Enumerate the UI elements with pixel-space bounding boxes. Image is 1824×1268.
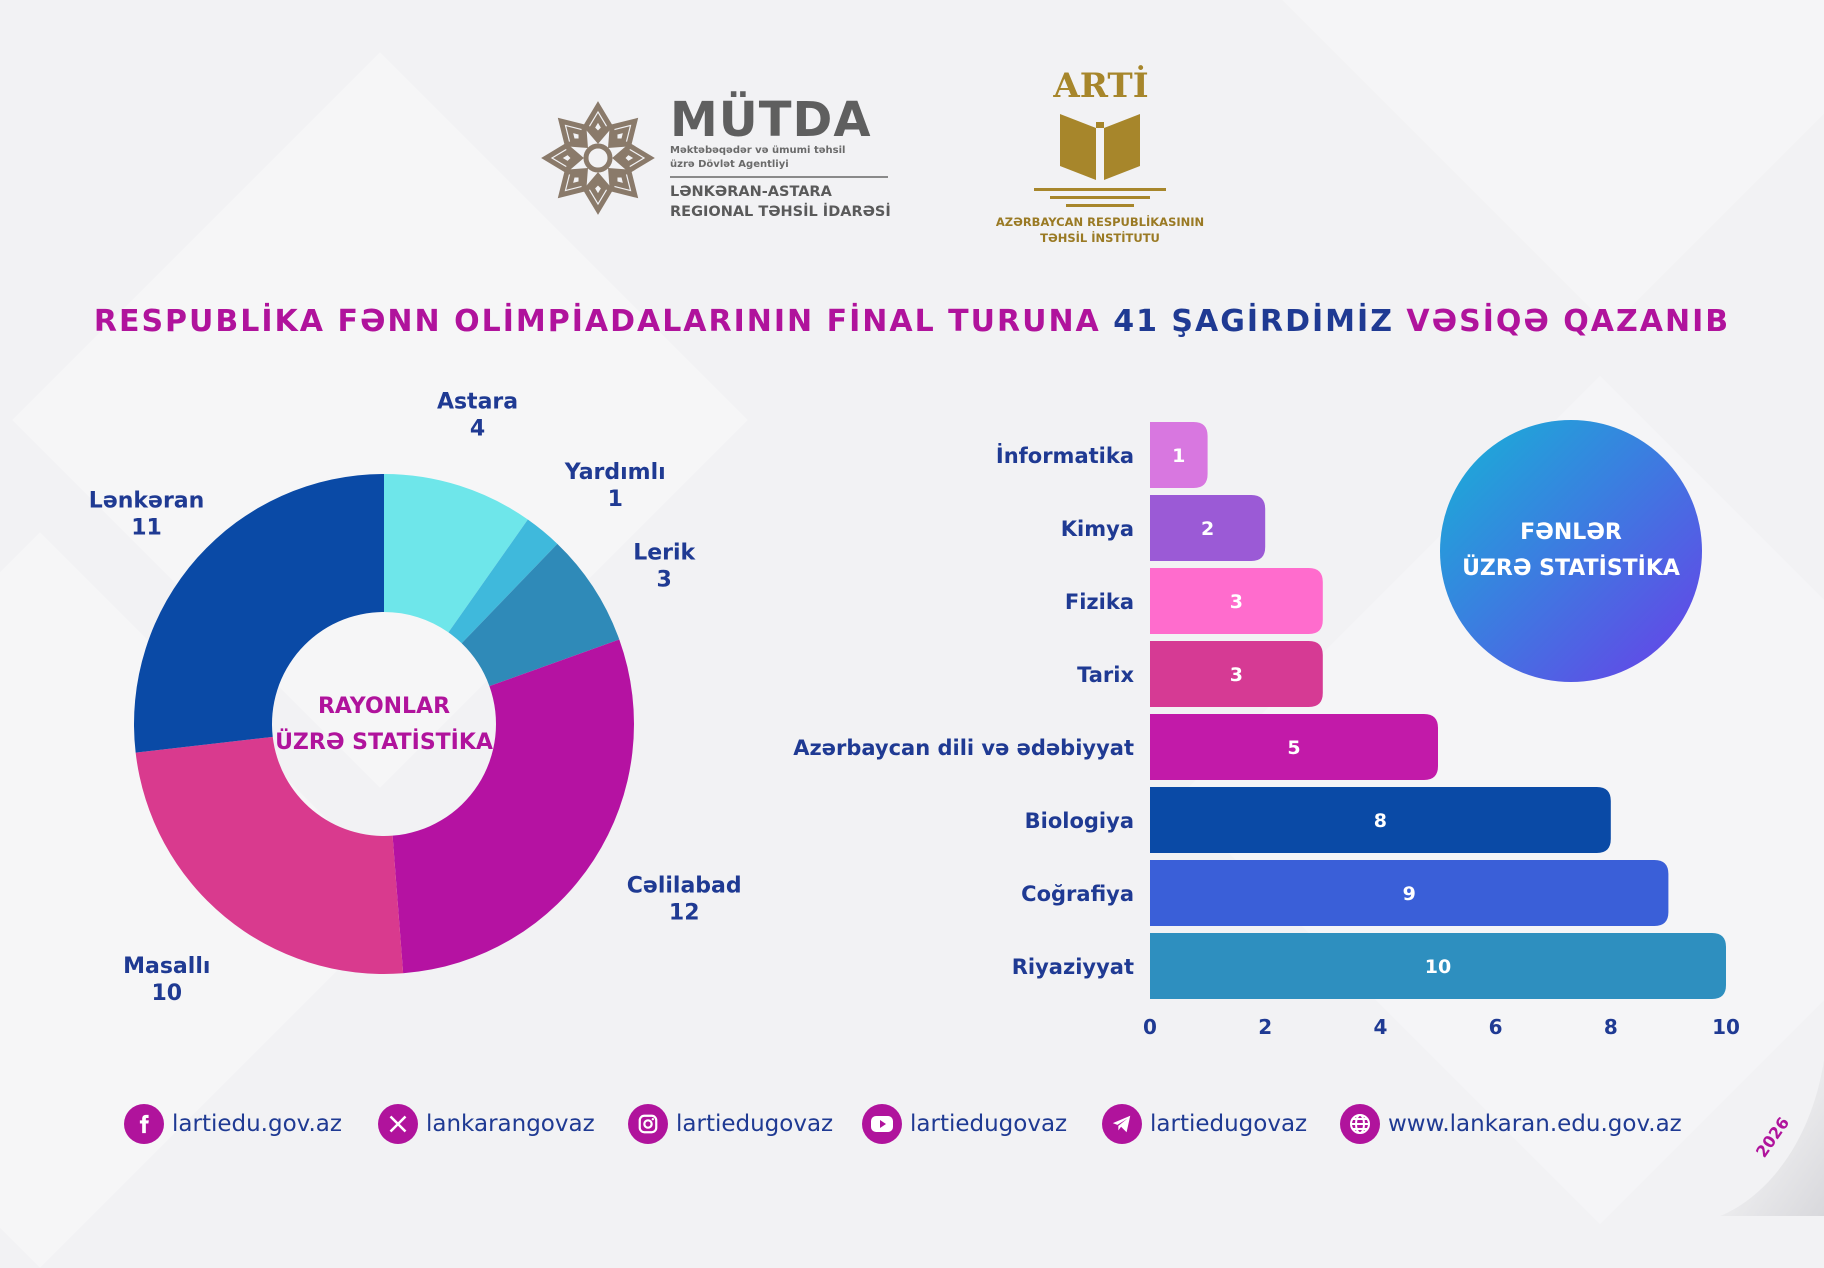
bar-category-label: Azərbaycan dili və ədəbiyyat (793, 736, 1134, 760)
donut-label-value: 10 (151, 981, 182, 1006)
x-tick-label: 6 (1489, 1015, 1503, 1039)
bar-7 (1150, 933, 1726, 999)
bar-3 (1150, 641, 1323, 707)
donut-slice-cəlilabad (392, 639, 635, 974)
mutda-logo: MÜTDA Məktəbəqədər və ümumi təhsil üzrə … (536, 92, 892, 226)
donut-label-value: 4 (470, 416, 485, 441)
subjects-badge-line1: FƏNLƏR (1520, 520, 1622, 545)
arti-name: ARTİ (1053, 66, 1149, 106)
website-text: www.lankaran.edu.gov.az (1388, 1111, 1682, 1137)
facebook-icon (124, 1104, 164, 1144)
instagram-text: lartiedugovaz (676, 1111, 834, 1137)
bar-category-label: İnformatika (996, 443, 1134, 468)
facebook-link[interactable]: lartiedu.gov.az (124, 1100, 342, 1148)
mutda-name: MÜTDA (670, 92, 872, 148)
donut-center-line1: RAYONLAR (318, 694, 450, 719)
youtube-icon (862, 1104, 902, 1144)
bar-category-label: Riyaziyyat (1012, 955, 1134, 979)
mutda-region-line2: REGIONAL TƏHSİL İDARƏSİ (670, 204, 891, 220)
telegram-icon (1102, 1104, 1142, 1144)
x-tick-label: 8 (1604, 1015, 1618, 1039)
bar-5 (1150, 787, 1611, 853)
bar-value-label: 1 (1172, 445, 1185, 467)
bar-0 (1150, 422, 1208, 488)
book-icon (1034, 114, 1166, 207)
mutda-emblem-icon (536, 101, 660, 220)
donut-label-name: Lənkəran (89, 489, 205, 514)
subjects-badge-line2: ÜZRƏ STATİSTİKA (1462, 556, 1680, 581)
arti-subtitle: AZƏRBAYCAN RESPUBLİKASININ TƏHSİL İNSTİT… (990, 214, 1210, 246)
title-part2: 41 ŞAGİRDİMİZ (1113, 304, 1394, 339)
arti-subtitle-line1: AZƏRBAYCAN RESPUBLİKASININ (995, 215, 1205, 229)
bar-6 (1150, 860, 1669, 926)
donut-label-name: Lerik (633, 540, 696, 565)
bar-value-label: 2 (1201, 518, 1214, 540)
bar-value-label: 8 (1374, 810, 1387, 832)
telegram-text: lartiedugovaz (1150, 1111, 1308, 1137)
donut-label-name: Masallı (123, 954, 210, 979)
globe-icon (1340, 1104, 1380, 1144)
arti-subtitle-line2: TƏHSİL İNSTİTUTU (1040, 231, 1160, 245)
mutda-subtitle-line2: üzrə Dövlət Agentliyi (670, 159, 789, 170)
donut-label-value: 1 (608, 487, 623, 512)
bar-category-label: Coğrafiya (1021, 882, 1134, 906)
donut-slice-yardımlı (448, 519, 558, 644)
x-link[interactable]: lankarangovaz (378, 1100, 595, 1148)
donut-label-value: 3 (657, 567, 672, 592)
bar-value-label: 10 (1425, 956, 1451, 978)
donut-slice-masallı (135, 736, 404, 975)
x-text: lankarangovaz (426, 1111, 595, 1137)
donut-slice-astara (384, 474, 528, 633)
bar-category-label: Biologiya (1025, 809, 1134, 833)
bar-value-label: 3 (1230, 664, 1243, 686)
donut-label-name: Yardımlı (564, 460, 666, 485)
x-tick-label: 2 (1258, 1015, 1272, 1039)
donut-center-line2: ÜZRƏ STATİSTİKA (275, 729, 493, 755)
title-part3: VƏSİQƏ QAZANIB (1406, 304, 1731, 339)
mutda-divider (670, 176, 888, 178)
donut-label-value: 11 (131, 516, 162, 541)
bar-chart: İnformatika 1 Kimya 2 Fizika 3 Tarix 3 Azərbayca… (793, 422, 1740, 1039)
x-tick-label: 10 (1712, 1015, 1740, 1039)
donut-label-name: Astara (437, 389, 518, 414)
mutda-subtitle: Məktəbəqədər və ümumi təhsil üzrə Dövlət… (670, 144, 900, 172)
website-link[interactable]: www.lankaran.edu.gov.az (1340, 1100, 1682, 1148)
page-title: RESPUBLİKA FƏNN OLİMPİADALARININ FİNAL T… (0, 304, 1824, 339)
mutda-subtitle-line1: Məktəbəqədər və ümumi təhsil (670, 145, 846, 156)
youtube-text: lartiedugovaz (910, 1111, 1068, 1137)
x-tick-label: 0 (1143, 1015, 1157, 1039)
instagram-icon (628, 1104, 668, 1144)
donut-label-name: Cəlilabad (627, 874, 742, 899)
youtube-link[interactable]: lartiedugovaz (862, 1100, 1067, 1148)
bar-category-label: Kimya (1061, 517, 1134, 541)
donut-label-value: 12 (669, 901, 700, 926)
bar-category-label: Fizika (1065, 590, 1134, 614)
page-curl-decoration (1720, 1060, 1824, 1216)
bar-value-label: 5 (1287, 737, 1300, 759)
title-part1: RESPUBLİKA FƏNN OLİMPİADALARININ FİNAL T… (93, 304, 1101, 339)
arti-logo: ARTİ AZƏRBAYCAN RESPUBLİKASININ TƏHSİL İ… (990, 66, 1210, 246)
footer-links: lartiedu.gov.az lankarangovaz lartiedugo… (124, 1100, 1724, 1150)
donut-slice-lerik (461, 543, 620, 687)
subjects-badge: FƏNLƏR ÜZRƏ STATİSTİKA (1440, 420, 1702, 682)
x-icon (378, 1104, 418, 1144)
bar-category-label: Tarix (1077, 663, 1134, 687)
instagram-link[interactable]: lartiedugovaz (628, 1100, 833, 1148)
mutda-region-line1: LƏNKƏRAN-ASTARA (670, 184, 832, 200)
bar-4 (1150, 714, 1438, 780)
telegram-link[interactable]: lartiedugovaz (1102, 1100, 1307, 1148)
facebook-text: lartiedu.gov.az (172, 1111, 342, 1137)
background-shape (1242, 0, 1824, 328)
bar-1 (1150, 495, 1266, 561)
bar-2 (1150, 568, 1323, 634)
bar-value-label: 3 (1230, 591, 1243, 613)
x-tick-label: 4 (1373, 1015, 1387, 1039)
bar-value-label: 9 (1403, 883, 1416, 905)
mutda-region: LƏNKƏRAN-ASTARA REGIONAL TƏHSİL İDARƏSİ (670, 182, 891, 222)
donut-slice-lənkəran (134, 474, 384, 753)
